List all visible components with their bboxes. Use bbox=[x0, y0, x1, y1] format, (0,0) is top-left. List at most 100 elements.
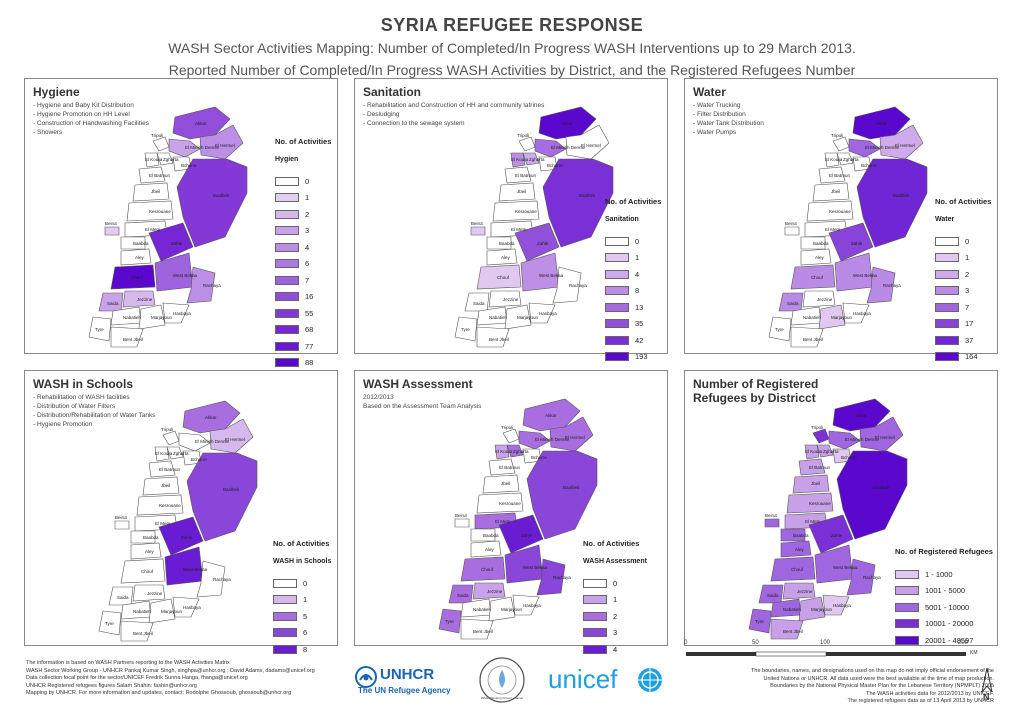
district-el-koura bbox=[510, 152, 526, 168]
page-title: SYRIA REFUGEE RESPONSE bbox=[380, 15, 644, 35]
district-label: Jezzine bbox=[137, 297, 153, 302]
district-label: West Bekaa bbox=[183, 567, 208, 572]
panel-hygiene: Hygiene Hygiene and Baby Kit Distribution… bbox=[24, 78, 338, 368]
legend-entry: 6 bbox=[275, 256, 331, 273]
legend-swatch bbox=[273, 578, 297, 588]
district-el-batroun bbox=[504, 166, 532, 184]
activity-item: Water Pumps bbox=[693, 128, 764, 137]
district-label: Bent Jbeil bbox=[803, 337, 823, 342]
district-label: Rachaya bbox=[553, 575, 571, 580]
district-rachaya bbox=[866, 266, 896, 304]
district-jezzine bbox=[802, 290, 836, 308]
legend-label: 1 bbox=[305, 193, 310, 203]
district-label: Baabda bbox=[499, 241, 515, 246]
legend-entry: 0 bbox=[935, 233, 991, 250]
district-aley bbox=[130, 542, 162, 560]
legend-label: 5001 - 10000 bbox=[925, 602, 970, 612]
district-label: Baabda bbox=[483, 533, 499, 538]
activity-item: Hygiene and Baby Kit Distribution bbox=[33, 101, 149, 110]
activity-item: Construction of Handwashing Facilities bbox=[33, 119, 149, 128]
district-label: Tyre bbox=[95, 327, 104, 332]
disclaimer: The boundaries, names, and designations … bbox=[694, 668, 994, 706]
district-label: Jbeil bbox=[501, 481, 510, 486]
district-label: Marjayoun bbox=[831, 315, 853, 320]
legend-title: No. of Activities bbox=[935, 197, 992, 206]
district-label: Nabatieh bbox=[489, 315, 508, 320]
district-baalbek bbox=[186, 452, 258, 542]
district-kesrouane bbox=[136, 494, 184, 516]
district-label: Bent Jbeil bbox=[133, 631, 153, 636]
legend-label: 1 - 1000 bbox=[925, 569, 953, 579]
district-jbeil bbox=[142, 476, 180, 496]
legend-swatch bbox=[275, 341, 299, 351]
district-zgharta bbox=[156, 152, 174, 166]
panel-water: WaterWater TruckingFilter DistributionWa… bbox=[684, 78, 998, 362]
district-label: El Metn bbox=[495, 519, 511, 524]
disclaimer-line: Boundaries by the National Physical Mast… bbox=[770, 683, 994, 690]
legend-swatch bbox=[605, 319, 629, 329]
district-label: Bent Jbeil bbox=[473, 629, 493, 634]
district-label: Rachaya bbox=[883, 283, 901, 288]
district-label: El Minieh Dennie bbox=[845, 437, 880, 442]
district-marjayoun bbox=[798, 596, 826, 622]
district-zahle bbox=[808, 514, 854, 554]
legend-entry: 77 bbox=[275, 338, 331, 355]
district-label: Aley bbox=[145, 549, 155, 554]
legend-swatch bbox=[605, 253, 629, 263]
district-tyre bbox=[438, 608, 462, 634]
legend-label: 37 bbox=[965, 335, 974, 345]
district-marjayoun bbox=[138, 304, 166, 330]
district-label: El Koura bbox=[805, 449, 823, 454]
footer-line: Mapping by UNHCR. For more information a… bbox=[26, 690, 292, 697]
district-el-koura bbox=[144, 152, 160, 168]
district-label: El Metn bbox=[511, 227, 527, 232]
activity-item: Connection to the sewage system bbox=[363, 119, 544, 128]
legend-title: No. of Activities bbox=[275, 137, 332, 146]
district-label: Tripoli bbox=[151, 133, 163, 138]
district-tripoli bbox=[152, 136, 170, 152]
legend-label: 164 bbox=[965, 352, 978, 362]
legend-swatch bbox=[275, 275, 299, 285]
district-kesrouane bbox=[126, 200, 174, 222]
scale-bar-graphic bbox=[686, 651, 966, 657]
district-jbeil bbox=[482, 474, 520, 494]
district-bent-jbeil bbox=[770, 618, 804, 640]
scale-bar: 0 50 100 200 KM bbox=[684, 640, 986, 670]
district-label: Zgharta bbox=[163, 157, 179, 162]
legend-entry: 8 bbox=[605, 283, 661, 300]
legend-subtitle: WASH in Schools bbox=[273, 558, 332, 565]
district-label: Bent Jbeil bbox=[783, 629, 803, 634]
district-label: Nabatieh bbox=[783, 607, 802, 612]
district-el-batroun bbox=[488, 458, 516, 476]
activity-list: Water TruckingFilter DistributionWater T… bbox=[693, 101, 764, 137]
district-beirut bbox=[784, 226, 800, 236]
activity-list: Hygiene and Baby Kit DistributionHygiene… bbox=[33, 101, 149, 137]
district-el-hermel bbox=[879, 124, 924, 160]
district-tyre bbox=[88, 316, 112, 342]
district-zahle bbox=[148, 222, 194, 262]
legend-subtitle: Sanitation bbox=[605, 216, 639, 223]
legend-label: 20001 - 48597 bbox=[925, 635, 974, 645]
district-el-batroun bbox=[798, 458, 826, 476]
district-bent-jbeil bbox=[120, 620, 154, 642]
district-baalbek bbox=[176, 158, 248, 248]
district-bent-jbeil bbox=[790, 326, 824, 348]
district-label: Bcharre bbox=[861, 163, 877, 168]
panel-note-line: Based on the Assessment Team Analysis bbox=[363, 403, 482, 410]
district-label: El Hermel bbox=[225, 437, 245, 442]
legend-swatch bbox=[605, 236, 629, 246]
legend-entry: 5001 - 10000 bbox=[895, 599, 993, 616]
district-el-hermel bbox=[859, 416, 904, 452]
legend-entry: 7 bbox=[275, 272, 331, 289]
district-label: Zgharta bbox=[513, 449, 529, 454]
district-label: Marjayoun bbox=[811, 607, 833, 612]
activity-item: Distribution of Water Filters bbox=[33, 402, 156, 411]
district-label: Kesrouane bbox=[829, 209, 851, 214]
district-label: Hasbaya bbox=[539, 311, 557, 316]
district-el-hermel bbox=[549, 416, 594, 452]
legend-swatch bbox=[935, 236, 959, 246]
district-label: Hasbaya bbox=[183, 605, 201, 610]
district-zgharta bbox=[522, 152, 540, 166]
